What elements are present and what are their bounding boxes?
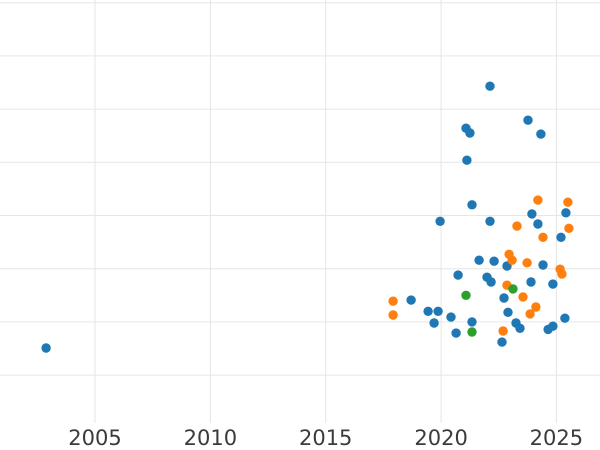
data-point-series-1-blue — [560, 313, 570, 323]
x-tick-label: 2025 — [530, 426, 583, 450]
data-point-series-1-blue — [41, 343, 51, 353]
data-point-series-2-orange — [564, 223, 574, 233]
data-point-series-2-orange — [531, 302, 541, 312]
data-point-series-1-blue — [467, 200, 477, 210]
data-point-series-1-blue — [526, 277, 536, 287]
data-point-series-1-blue — [485, 216, 495, 226]
data-point-series-2-orange — [512, 221, 522, 231]
data-point-series-2-orange — [498, 326, 508, 336]
data-point-series-1-blue — [423, 306, 433, 316]
data-point-series-1-blue — [433, 306, 443, 316]
data-point-series-1-blue — [538, 260, 548, 270]
x-tick-label: 2010 — [184, 426, 237, 450]
data-point-series-1-blue — [446, 312, 456, 322]
data-point-series-1-blue — [465, 128, 475, 138]
data-point-series-1-blue — [453, 270, 463, 280]
data-point-series-1-blue — [548, 321, 558, 331]
data-point-series-1-blue — [503, 307, 513, 317]
data-point-series-1-blue — [548, 279, 558, 289]
data-point-series-1-blue — [536, 129, 546, 139]
data-point-series-2-orange — [388, 296, 398, 306]
data-point-series-3-green — [508, 284, 518, 294]
data-point-series-1-blue — [533, 219, 543, 229]
x-tick-label: 2020 — [414, 426, 467, 450]
data-point-series-2-orange — [388, 310, 398, 320]
data-point-series-1-blue — [527, 209, 537, 219]
data-point-series-2-orange — [518, 292, 528, 302]
data-point-series-1-blue — [515, 323, 525, 333]
data-point-series-1-blue — [523, 115, 533, 125]
data-point-series-1-blue — [489, 256, 499, 266]
data-point-series-1-blue — [561, 208, 571, 218]
data-point-series-1-blue — [556, 232, 566, 242]
x-tick-label: 2015 — [299, 426, 352, 450]
data-point-series-2-orange — [533, 195, 543, 205]
data-point-series-1-blue — [474, 255, 484, 265]
data-point-series-1-blue — [435, 216, 445, 226]
data-point-series-1-blue — [429, 318, 439, 328]
data-point-series-1-blue — [485, 81, 495, 91]
data-point-series-1-blue — [462, 155, 472, 165]
data-point-series-2-orange — [563, 197, 573, 207]
data-point-series-2-orange — [507, 255, 517, 265]
data-point-series-1-blue — [499, 293, 509, 303]
data-point-series-3-green — [461, 290, 471, 300]
x-tick-label: 2005 — [68, 426, 121, 450]
data-point-series-2-orange — [525, 309, 535, 319]
data-point-series-1-blue — [497, 337, 507, 347]
data-point-series-2-orange — [522, 258, 532, 268]
data-point-series-2-orange — [557, 269, 567, 279]
data-point-series-1-blue — [467, 317, 477, 327]
data-point-series-3-green — [467, 327, 477, 337]
data-point-series-2-orange — [538, 232, 548, 242]
data-point-series-1-blue — [451, 328, 461, 338]
data-point-series-1-blue — [406, 295, 416, 305]
data-point-series-1-blue — [486, 277, 496, 287]
